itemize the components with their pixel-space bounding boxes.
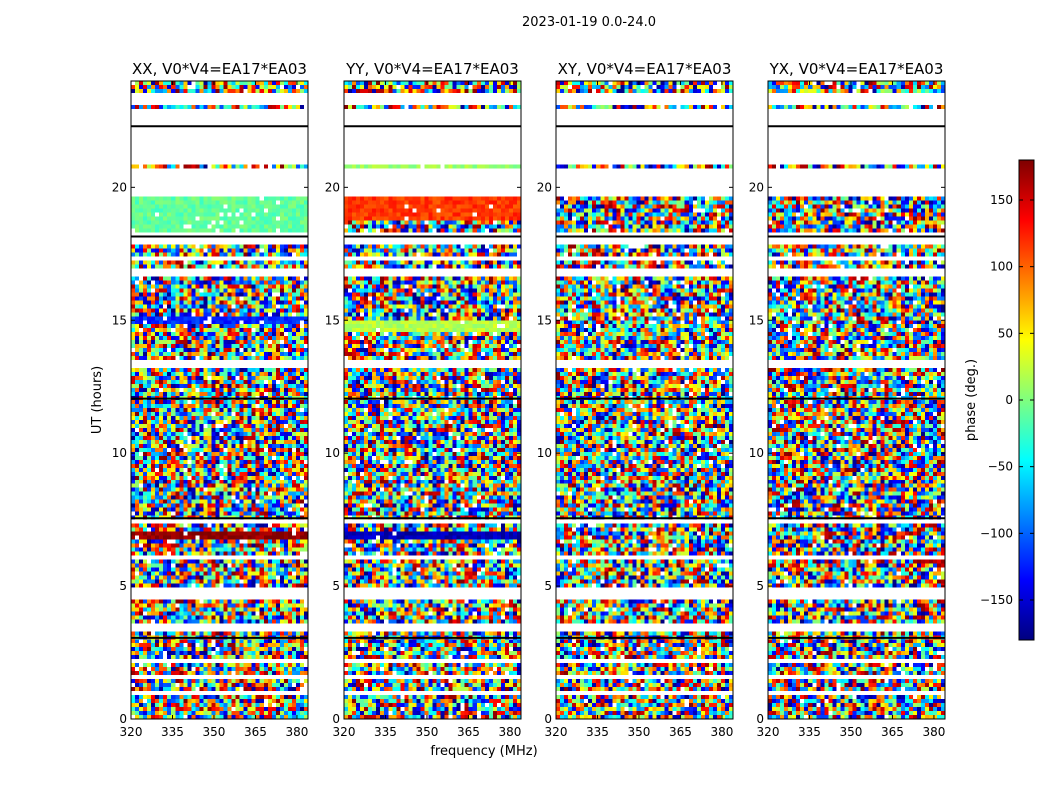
x-tick-label: 335 <box>374 725 397 739</box>
y-tick-label: 15 <box>537 313 552 327</box>
phase-heatmap-yx <box>768 81 945 719</box>
x-tick-label: 350 <box>416 725 439 739</box>
figure-suptitle: 2023-01-19 0.0-24.0 <box>522 15 656 30</box>
x-tick-label: 350 <box>203 725 226 739</box>
colorbar-tick-label: −150 <box>980 593 1013 607</box>
y-tick-label: 5 <box>756 579 764 593</box>
y-tick-label: 10 <box>537 446 552 460</box>
x-tick-label: 320 <box>545 725 568 739</box>
panel-frame <box>130 80 309 720</box>
y-axis-label: UT (hours) <box>90 366 105 434</box>
colorbar-tick-label: 0 <box>1005 393 1013 407</box>
y-tick-label: 5 <box>332 579 340 593</box>
panel-yy: YY, V0*V4=EA17*EA03 320 335 350 365 380 0 5 10 15… <box>325 60 522 739</box>
x-tick-label: 350 <box>840 725 863 739</box>
panel-title: XY, V0*V4=EA17*EA03 <box>558 60 732 78</box>
colorbar-tick-label: 100 <box>990 260 1013 274</box>
x-tick-label: 380 <box>710 725 733 739</box>
x-tick-label: 365 <box>244 725 267 739</box>
x-tick-label: 380 <box>498 725 521 739</box>
colorbar-label: phase (deg.) <box>964 359 979 441</box>
panel-title: YX, V0*V4=EA17*EA03 <box>769 60 944 78</box>
colorbar-tick-label: −50 <box>988 460 1013 474</box>
y-tick-label: 0 <box>756 712 764 726</box>
panel-xx: XX, V0*V4=EA17*EA03 320 335 350 365 380 0 5 10 15… <box>112 60 309 739</box>
y-tick-label: 0 <box>332 712 340 726</box>
panel-frame <box>767 80 946 720</box>
phase-heatmap-xx <box>131 81 308 719</box>
panel-title: XX, V0*V4=EA17*EA03 <box>132 60 307 78</box>
x-tick-label: 335 <box>586 725 609 739</box>
y-tick-label: 20 <box>325 180 340 194</box>
panel-frame <box>555 80 734 720</box>
panel-title: YY, V0*V4=EA17*EA03 <box>345 60 519 78</box>
x-tick-label: 320 <box>757 725 780 739</box>
panel-frame <box>343 80 522 720</box>
phase-heatmap-xy <box>556 81 733 719</box>
panel-xy: XY, V0*V4=EA17*EA03 320 335 350 365 380 0 5 10 15… <box>537 60 734 739</box>
y-tick-label: 10 <box>325 446 340 460</box>
y-tick-label: 15 <box>749 313 764 327</box>
x-tick-label: 335 <box>161 725 184 739</box>
x-tick-label: 335 <box>798 725 821 739</box>
x-tick-label: 350 <box>628 725 651 739</box>
x-tick-label: 320 <box>333 725 356 739</box>
x-tick-label: 365 <box>669 725 692 739</box>
y-tick-label: 15 <box>112 313 127 327</box>
panel-yx: YX, V0*V4=EA17*EA03 320 335 350 365 380 0 5 10 15… <box>749 60 946 739</box>
colorbar-tick-label: 150 <box>990 193 1013 207</box>
y-tick-label: 5 <box>119 579 127 593</box>
x-tick-label: 365 <box>881 725 904 739</box>
y-tick-label: 20 <box>112 180 127 194</box>
x-tick-label: 380 <box>922 725 945 739</box>
colorbar-tick-label: 50 <box>998 326 1013 340</box>
y-tick-label: 10 <box>112 446 127 460</box>
y-tick-label: 5 <box>544 579 552 593</box>
phase-heatmap-yy <box>344 81 521 719</box>
y-tick-label: 0 <box>544 712 552 726</box>
colorbar-tick-label: −100 <box>980 526 1013 540</box>
y-tick-label: 20 <box>537 180 552 194</box>
y-tick-label: 0 <box>119 712 127 726</box>
y-tick-label: 15 <box>325 313 340 327</box>
x-axis-label: frequency (MHz) <box>430 744 537 759</box>
y-tick-label: 20 <box>749 180 764 194</box>
y-tick-label: 10 <box>749 446 764 460</box>
x-tick-label: 365 <box>457 725 480 739</box>
x-tick-label: 380 <box>285 725 308 739</box>
colorbar: 150 100 50 0 −50 −100 −150 <box>980 159 1035 641</box>
x-tick-label: 320 <box>120 725 143 739</box>
